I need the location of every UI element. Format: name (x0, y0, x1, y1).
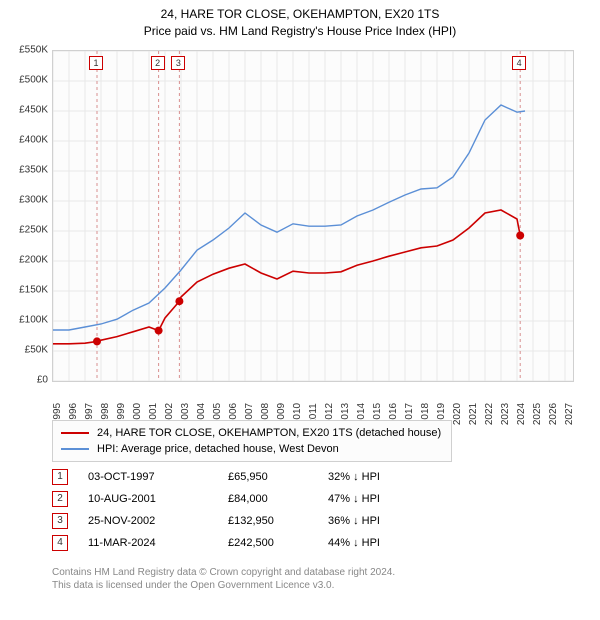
legend-row-property: 24, HARE TOR CLOSE, OKEHAMPTON, EX20 1TS… (61, 425, 443, 441)
chart-event-marker: 1 (89, 56, 103, 70)
chart-event-marker: 4 (512, 56, 526, 70)
y-tick-label: £500K (19, 75, 48, 86)
chart-container: 24, HARE TOR CLOSE, OKEHAMPTON, EX20 1TS… (0, 0, 600, 620)
event-price-4: £242,500 (228, 537, 328, 549)
legend-swatch-property (61, 432, 89, 434)
title-block: 24, HARE TOR CLOSE, OKEHAMPTON, EX20 1TS… (0, 0, 600, 40)
y-tick-label: £450K (19, 105, 48, 116)
event-marker-3: 3 (52, 513, 68, 529)
legend-label-hpi: HPI: Average price, detached house, West… (97, 443, 339, 455)
event-row-3: 3 25-NOV-2002 £132,950 36% ↓ HPI (52, 510, 408, 532)
event-date-2: 10-AUG-2001 (88, 493, 228, 505)
legend: 24, HARE TOR CLOSE, OKEHAMPTON, EX20 1TS… (52, 420, 452, 462)
event-price-1: £65,950 (228, 471, 328, 483)
x-tick-label: 2020 (452, 403, 463, 425)
title-line-1: 24, HARE TOR CLOSE, OKEHAMPTON, EX20 1TS (0, 6, 600, 23)
y-tick-label: £0 (37, 375, 48, 386)
y-tick-label: £350K (19, 165, 48, 176)
event-pct-3: 36% ↓ HPI (328, 515, 408, 527)
y-tick-label: £150K (19, 285, 48, 296)
legend-swatch-hpi (61, 448, 89, 450)
y-tick-label: £550K (19, 45, 48, 56)
footer-line-1: Contains HM Land Registry data © Crown c… (52, 566, 395, 579)
footer-line-2: This data is licensed under the Open Gov… (52, 579, 395, 592)
event-date-1: 03-OCT-1997 (88, 471, 228, 483)
y-tick-label: £300K (19, 195, 48, 206)
event-price-3: £132,950 (228, 515, 328, 527)
y-tick-label: £50K (25, 345, 48, 356)
chart-event-marker: 3 (171, 56, 185, 70)
x-tick-label: 2027 (564, 403, 575, 425)
x-tick-label: 2022 (484, 403, 495, 425)
event-pct-1: 32% ↓ HPI (328, 471, 408, 483)
y-tick-label: £250K (19, 225, 48, 236)
legend-label-property: 24, HARE TOR CLOSE, OKEHAMPTON, EX20 1TS… (97, 427, 441, 439)
title-line-2: Price paid vs. HM Land Registry's House … (0, 23, 600, 40)
x-tick-label: 2026 (548, 403, 559, 425)
y-tick-label: £100K (19, 315, 48, 326)
event-date-4: 11-MAR-2024 (88, 537, 228, 549)
y-tick-label: £400K (19, 135, 48, 146)
event-pct-2: 47% ↓ HPI (328, 493, 408, 505)
chart-event-marker: 2 (151, 56, 165, 70)
event-pct-4: 44% ↓ HPI (328, 537, 408, 549)
x-tick-label: 2024 (516, 403, 527, 425)
events-table: 1 03-OCT-1997 £65,950 32% ↓ HPI 2 10-AUG… (52, 466, 408, 554)
event-row-1: 1 03-OCT-1997 £65,950 32% ↓ HPI (52, 466, 408, 488)
legend-row-hpi: HPI: Average price, detached house, West… (61, 441, 443, 457)
event-marker-1: 1 (52, 469, 68, 485)
footer: Contains HM Land Registry data © Crown c… (52, 566, 395, 592)
chart-svg (53, 51, 573, 381)
event-row-4: 4 11-MAR-2024 £242,500 44% ↓ HPI (52, 532, 408, 554)
event-price-2: £84,000 (228, 493, 328, 505)
y-tick-label: £200K (19, 255, 48, 266)
x-tick-label: 2021 (468, 403, 479, 425)
x-tick-label: 2023 (500, 403, 511, 425)
chart-plot-area (52, 50, 574, 382)
event-row-2: 2 10-AUG-2001 £84,000 47% ↓ HPI (52, 488, 408, 510)
event-marker-4: 4 (52, 535, 68, 551)
event-date-3: 25-NOV-2002 (88, 515, 228, 527)
x-tick-label: 2025 (532, 403, 543, 425)
event-marker-2: 2 (52, 491, 68, 507)
